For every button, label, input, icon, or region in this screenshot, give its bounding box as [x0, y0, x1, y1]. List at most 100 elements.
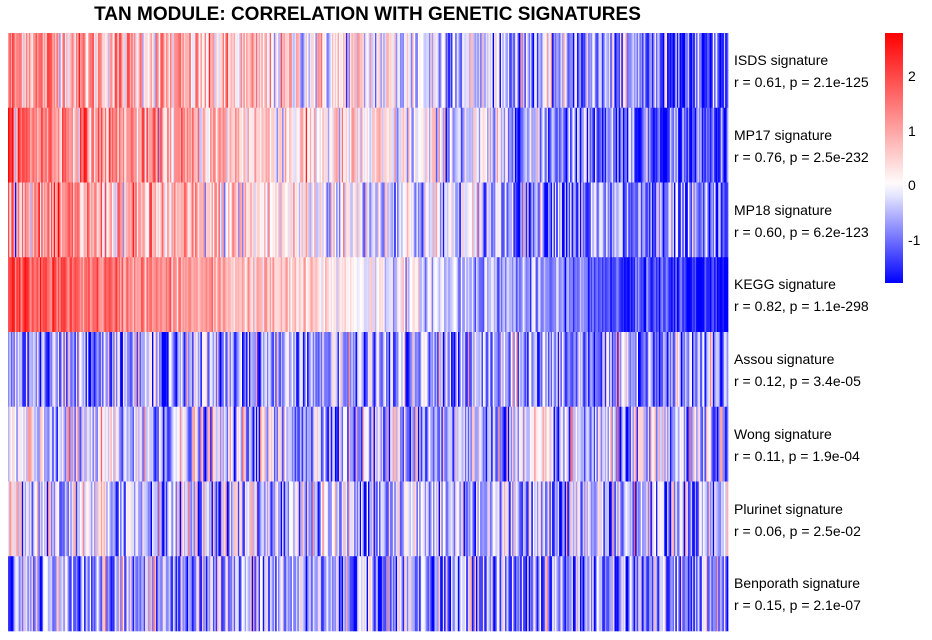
heatmap-cell: [694, 257, 697, 333]
heatmap-cell: [671, 406, 673, 482]
heatmap-cell: [64, 33, 67, 109]
heatmap-cell: [480, 107, 482, 183]
heatmap-cell: [620, 33, 622, 109]
heatmap-cell: [563, 33, 565, 109]
heatmap-cell: [250, 332, 253, 408]
heatmap-cell: [626, 107, 629, 183]
heatmap-cell: [514, 33, 517, 109]
heatmap-cell: [211, 332, 214, 408]
heatmap-cell: [17, 332, 20, 408]
heatmap-cell: [222, 182, 225, 258]
heatmap-cell: [163, 332, 165, 408]
heatmap-cell: [88, 182, 91, 258]
heatmap-cell: [352, 257, 355, 333]
heatmap-cell: [14, 481, 17, 557]
heatmap-cell: [174, 257, 176, 333]
heatmap-cell: [34, 107, 37, 183]
heatmap-cell: [444, 257, 446, 333]
heatmap-cell: [91, 332, 93, 408]
heatmap-cell: [219, 257, 222, 333]
heatmap-cell: [134, 107, 136, 183]
heatmap-cell: [8, 182, 10, 258]
heatmap-cell: [675, 107, 678, 183]
heatmap-cell: [185, 556, 187, 632]
heatmap-cell: [420, 257, 423, 333]
heatmap-cell: [419, 406, 421, 482]
heatmap-cell: [638, 107, 640, 183]
heatmap-cell: [456, 406, 459, 482]
heatmap-cell: [66, 481, 68, 557]
heatmap-cell: [117, 332, 120, 408]
heatmap-cell: [260, 182, 262, 258]
heatmap-cell: [139, 406, 142, 482]
heatmap-cell: [491, 182, 493, 258]
heatmap-cell: [491, 406, 493, 482]
heatmap-cell: [672, 257, 675, 333]
heatmap-cell: [84, 406, 86, 482]
heatmap-cell: [276, 556, 279, 632]
heatmap-cell: [570, 182, 572, 258]
heatmap-cell: [194, 107, 197, 183]
heatmap-cell: [233, 332, 236, 408]
heatmap-cell: [212, 556, 215, 632]
heatmap-cell: [711, 481, 714, 557]
heatmap-cell: [559, 257, 561, 333]
heatmap-cell: [320, 406, 323, 482]
heatmap-cell: [716, 33, 719, 109]
heatmap-cell: [282, 406, 284, 482]
heatmap-cell: [593, 332, 596, 408]
heatmap-cell: [309, 406, 312, 482]
heatmap-cell: [452, 182, 455, 258]
heatmap-cell: [611, 257, 614, 333]
heatmap-cell: [474, 107, 477, 183]
heatmap-cell: [31, 257, 34, 333]
heatmap-cell: [31, 556, 34, 632]
heatmap-cell: [62, 556, 64, 632]
heatmap-cell: [435, 182, 438, 258]
heatmap-cell: [629, 556, 632, 632]
heatmap-cell: [674, 406, 676, 482]
heatmap-cell: [575, 481, 578, 557]
heatmap-cell: [478, 332, 481, 408]
heatmap-cell: [545, 481, 547, 557]
heatmap-cell: [610, 406, 613, 482]
heatmap-cell: [182, 406, 185, 482]
heatmap-cell: [600, 556, 603, 632]
heatmap-cell: [294, 406, 297, 482]
heatmap-cell: [85, 33, 88, 109]
heatmap-cell: [503, 481, 506, 557]
heatmap-cell: [92, 257, 95, 333]
heatmap-cell: [534, 332, 536, 408]
heatmap-cell: [718, 406, 721, 482]
heatmap-cell: [585, 332, 588, 408]
heatmap-cell: [39, 481, 42, 557]
heatmap-cell: [20, 257, 23, 333]
heatmap-cell: [225, 33, 228, 109]
heatmap-cell: [9, 107, 12, 183]
heatmap-cell: [685, 257, 687, 333]
heatmap-cell: [116, 332, 118, 408]
heatmap-cell: [214, 182, 217, 258]
heatmap-cell: [279, 481, 282, 557]
heatmap-cell: [703, 182, 705, 258]
heatmap-cell: [409, 332, 412, 408]
heatmap-cell: [44, 556, 46, 632]
heatmap-cell: [476, 257, 478, 333]
heatmap-cell: [590, 556, 593, 632]
heatmap-cell: [30, 182, 32, 258]
heatmap-cell: [499, 332, 502, 408]
heatmap-cell: [235, 182, 237, 258]
heatmap-cell: [138, 33, 140, 109]
heatmap-cell: [575, 556, 578, 632]
heatmap-cell: [67, 33, 70, 109]
heatmap-cell: [9, 33, 12, 109]
heatmap-cell: [153, 406, 156, 482]
heatmap-cell: [680, 332, 683, 408]
heatmap-cell: [530, 257, 532, 333]
heatmap-cell: [525, 257, 528, 333]
heatmap-cell: [312, 257, 315, 333]
heatmap-cell: [135, 332, 138, 408]
heatmap-cell: [726, 33, 729, 109]
heatmap-cell: [676, 107, 679, 183]
heatmap-cell: [600, 332, 603, 408]
